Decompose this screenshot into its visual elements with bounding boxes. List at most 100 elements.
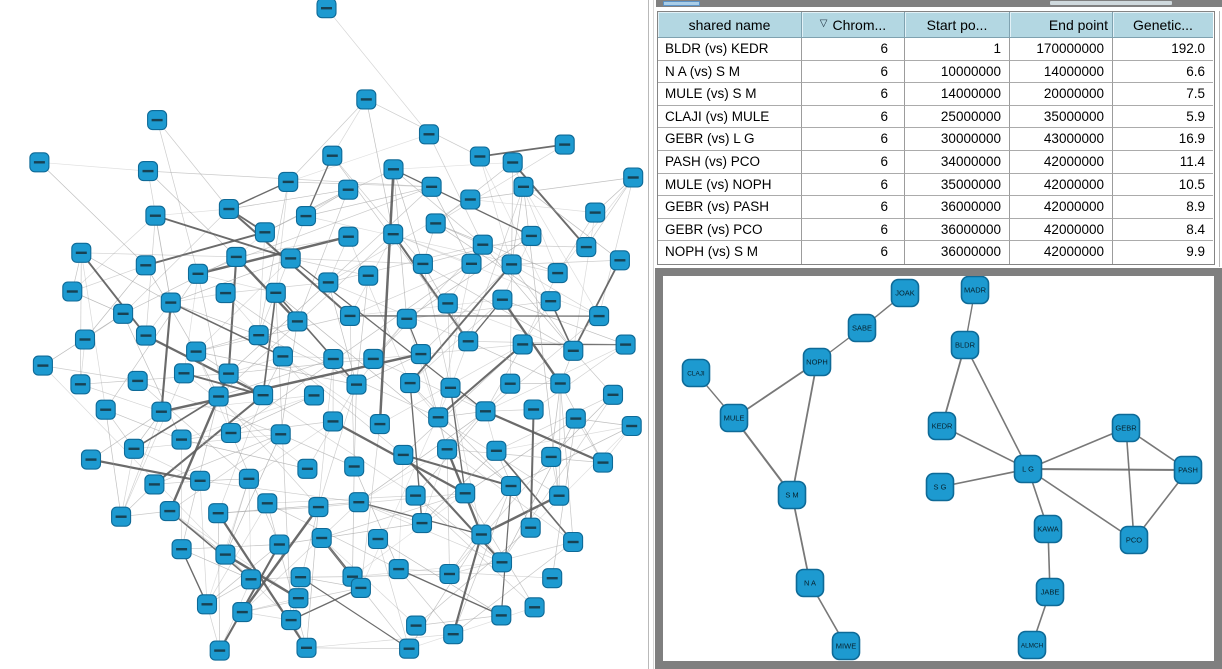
hairball-node[interactable] (563, 531, 584, 553)
hairball-node[interactable] (316, 0, 337, 19)
hairball-node[interactable] (521, 225, 542, 246)
hairball-node[interactable] (144, 474, 165, 495)
hairball-node[interactable] (287, 311, 308, 332)
hairball-node[interactable] (151, 401, 172, 422)
hairball-node[interactable] (421, 176, 442, 197)
node-shape[interactable] (719, 403, 749, 433)
hairball-node[interactable] (621, 415, 642, 437)
network-node-MIWE[interactable]: MIWE (831, 631, 861, 661)
hairball-node[interactable] (585, 202, 606, 223)
hairball-node[interactable] (501, 254, 522, 275)
hairball-node[interactable] (439, 563, 460, 585)
table-row[interactable]: MULE (vs) S M 6 14000000 20000000 7.5 (658, 83, 1214, 106)
hairball-node[interactable] (475, 401, 496, 422)
hairball-node[interactable] (265, 282, 286, 303)
network-node-ALMCH[interactable]: ALMCH (1017, 630, 1047, 660)
table-row[interactable]: N A (vs) S M 6 10000000 14000000 6.6 (658, 60, 1214, 84)
hairball-node[interactable] (393, 444, 414, 465)
hairball-node[interactable] (269, 534, 290, 555)
hairball-node[interactable] (338, 226, 359, 247)
hairball-node[interactable] (70, 374, 91, 395)
hairball-node[interactable] (542, 568, 563, 589)
hairball-node[interactable] (248, 325, 269, 346)
hairball-node[interactable] (363, 348, 384, 369)
hairball-node[interactable] (383, 224, 404, 245)
hairball-node[interactable] (472, 234, 493, 255)
hairball-node[interactable] (412, 253, 433, 274)
hairball-node[interactable] (410, 344, 431, 365)
hairball-node[interactable] (272, 346, 293, 367)
subnetwork-svg[interactable]: JOAK MADR SABE NOPH BLDR CLAJI MULE KEDR GEBR L G… (663, 276, 1214, 661)
hairball-node[interactable] (400, 373, 421, 394)
network-node-JABE[interactable]: JABE (1035, 577, 1065, 607)
hairball-node[interactable] (460, 189, 481, 210)
hairball-node[interactable] (399, 638, 420, 659)
hairball-node[interactable] (196, 594, 218, 615)
hairball-node[interactable] (523, 399, 544, 420)
hairball-node[interactable] (623, 167, 644, 188)
node-shape[interactable] (802, 347, 832, 377)
column-header-shared-name[interactable]: shared name (658, 12, 802, 38)
hairball-node[interactable] (80, 449, 102, 470)
hairball-node[interactable] (295, 206, 317, 227)
node-shape[interactable] (1035, 577, 1065, 607)
scrollbar-thumb[interactable] (1050, 1, 1172, 5)
hairball-node[interactable] (280, 248, 301, 269)
network-node-CLAJI[interactable]: CLAJI (681, 358, 711, 388)
column-header-end-point[interactable]: End point (1010, 12, 1113, 38)
hairball-node[interactable] (339, 305, 361, 326)
hairball-node[interactable] (458, 331, 479, 352)
hairball-node[interactable] (318, 272, 339, 293)
hairball-node[interactable] (437, 293, 458, 314)
hairball-node[interactable] (609, 250, 630, 271)
hairball-node[interactable] (512, 334, 533, 355)
hairball-node[interactable] (160, 292, 181, 313)
column-header-genetic[interactable]: Genetic... (1113, 12, 1213, 38)
hairball-node[interactable] (95, 399, 116, 420)
network-edge-L G-PCO[interactable] (1027, 468, 1135, 541)
hairball-node[interactable] (311, 527, 332, 549)
node-shape[interactable] (681, 358, 711, 388)
table-row[interactable]: GEBR (vs) PCO 6 36000000 42000000 8.4 (658, 218, 1214, 242)
network-node-PCO[interactable]: PCO (1119, 525, 1149, 555)
hairball-node[interactable] (113, 303, 134, 324)
main-network-canvas[interactable] (0, 0, 650, 669)
hairball-node[interactable] (565, 408, 586, 429)
hairball-node[interactable] (173, 363, 195, 384)
hairball-node[interactable] (602, 384, 624, 405)
hairball-node[interactable] (127, 370, 148, 391)
hairball-node[interactable] (190, 470, 211, 491)
hairball-node[interactable] (491, 605, 512, 626)
node-shape[interactable] (795, 568, 825, 598)
node-shape[interactable] (1173, 455, 1203, 485)
network-edge-S G-L G[interactable] (939, 468, 1029, 488)
network-edge-S M-N A[interactable] (791, 494, 811, 584)
hairball-node[interactable] (186, 341, 207, 362)
network-edge-NOPH-MULE[interactable] (733, 361, 818, 419)
hairball-node[interactable] (208, 386, 229, 407)
node-shape[interactable] (1017, 630, 1047, 660)
hairball-node[interactable] (257, 493, 278, 514)
hairball-node[interactable] (171, 429, 192, 450)
hairball-node[interactable] (135, 255, 156, 276)
hairball-node[interactable] (406, 615, 427, 636)
hairball-node[interactable] (254, 222, 275, 243)
hairball-node[interactable] (563, 340, 584, 361)
hairball-node[interactable] (500, 373, 521, 394)
hairball-node[interactable] (218, 363, 239, 384)
hairball-node[interactable] (469, 146, 490, 167)
hairball-node[interactable] (576, 237, 597, 258)
network-node-N A[interactable]: N A (795, 568, 825, 598)
network-node-JOAK[interactable]: JOAK (890, 278, 920, 308)
hairball-node[interactable] (303, 385, 325, 406)
hairball-node[interactable] (358, 265, 379, 286)
hairball-node[interactable] (159, 501, 180, 522)
hairball-node[interactable] (437, 439, 458, 460)
hairball-node[interactable] (500, 475, 522, 497)
hairball-node[interactable] (215, 544, 236, 565)
hairball-node[interactable] (492, 289, 513, 310)
hairball-node[interactable] (388, 559, 409, 580)
hairball-node[interactable] (253, 385, 274, 406)
hairball-node[interactable] (71, 242, 92, 263)
hairball-node[interactable] (145, 205, 166, 226)
